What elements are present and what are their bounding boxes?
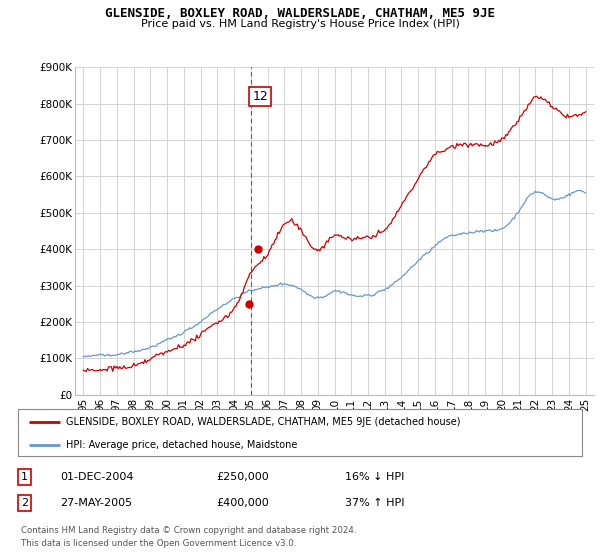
Text: 1: 1 (21, 472, 28, 482)
Text: 01-DEC-2004: 01-DEC-2004 (60, 472, 133, 482)
Text: £250,000: £250,000 (216, 472, 269, 482)
Text: HPI: Average price, detached house, Maidstone: HPI: Average price, detached house, Maid… (66, 440, 298, 450)
Text: Contains HM Land Registry data © Crown copyright and database right 2024.: Contains HM Land Registry data © Crown c… (21, 526, 356, 535)
Text: 16% ↓ HPI: 16% ↓ HPI (345, 472, 404, 482)
Text: 37% ↑ HPI: 37% ↑ HPI (345, 498, 404, 508)
Text: This data is licensed under the Open Government Licence v3.0.: This data is licensed under the Open Gov… (21, 539, 296, 548)
Text: 2: 2 (21, 498, 28, 508)
Text: £400,000: £400,000 (216, 498, 269, 508)
Text: 12: 12 (253, 90, 268, 103)
Text: GLENSIDE, BOXLEY ROAD, WALDERSLADE, CHATHAM, ME5 9JE (detached house): GLENSIDE, BOXLEY ROAD, WALDERSLADE, CHAT… (66, 417, 460, 427)
Text: 27-MAY-2005: 27-MAY-2005 (60, 498, 132, 508)
Text: GLENSIDE, BOXLEY ROAD, WALDERSLADE, CHATHAM, ME5 9JE: GLENSIDE, BOXLEY ROAD, WALDERSLADE, CHAT… (105, 7, 495, 20)
Text: Price paid vs. HM Land Registry's House Price Index (HPI): Price paid vs. HM Land Registry's House … (140, 19, 460, 29)
